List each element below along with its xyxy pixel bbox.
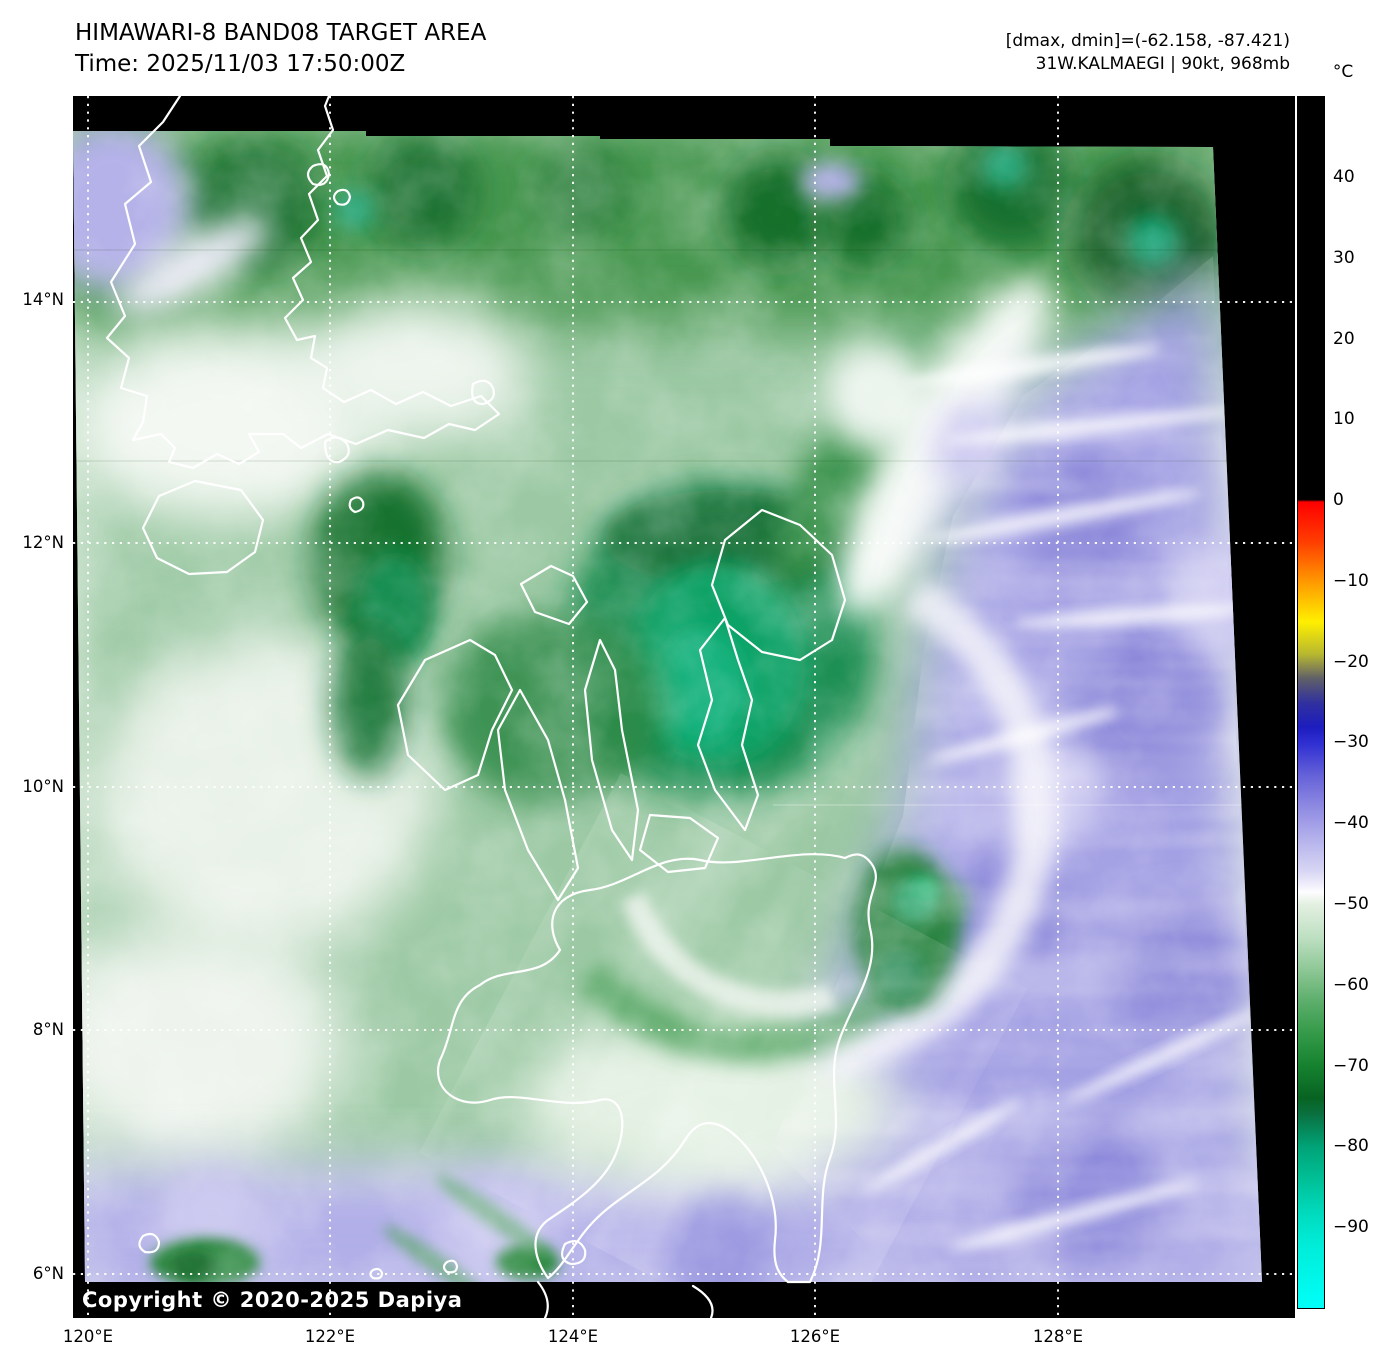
cb-tick-20: 20 — [1333, 329, 1355, 349]
cb-tick-m70: −70 — [1333, 1056, 1369, 1076]
lat-tick-8n: 8°N — [32, 1020, 64, 1039]
timestamp: Time: 2025/11/03 17:50:00Z — [75, 51, 406, 77]
cb-tick-30: 30 — [1333, 248, 1355, 268]
cb-tick-10: 10 — [1333, 409, 1355, 429]
satellite-imagery — [73, 96, 1295, 1318]
page-title: HIMAWARI-8 BAND08 TARGET AREA — [75, 20, 487, 46]
cb-tick-m60: −60 — [1333, 975, 1369, 995]
cb-tick-m90: −90 — [1333, 1217, 1369, 1237]
title-block: HIMAWARI-8 BAND08 TARGET AREA Time: 2025… — [75, 18, 486, 80]
annotation-block: [dmax, dmin]=(-62.158, -87.421) 31W.KALM… — [1006, 30, 1290, 76]
cb-tick-40: 40 — [1333, 167, 1355, 187]
temperature-colorbar — [1297, 96, 1325, 1309]
storm-label: 31W.KALMAEGI | 90kt, 968mb — [1035, 54, 1290, 74]
lat-tick-6n: 6°N — [32, 1264, 64, 1283]
lon-tick-128e: 128°E — [1032, 1327, 1084, 1346]
cb-tick-0: 0 — [1333, 490, 1344, 510]
lat-tick-12n: 12°N — [22, 533, 64, 552]
coastlines — [105, 96, 877, 1318]
swath-imagery — [73, 131, 1262, 1282]
lat-tick-14n: 14°N — [22, 290, 64, 309]
cb-tick-m30: −30 — [1333, 732, 1369, 752]
lon-tick-126e: 126°E — [789, 1327, 841, 1346]
cb-tick-m10: −10 — [1333, 571, 1369, 591]
cb-tick-m40: −40 — [1333, 813, 1369, 833]
copyright-watermark: Copyright © 2020-2025 Dapiya — [82, 1288, 463, 1312]
graticule-gridlines — [73, 96, 1295, 1318]
cb-tick-m80: −80 — [1333, 1136, 1369, 1156]
dmax-dmin-label: [dmax, dmin]=(-62.158, -87.421) — [1005, 31, 1290, 51]
lon-tick-120e: 120°E — [62, 1327, 114, 1346]
colorbar-unit-label: °C — [1332, 62, 1354, 82]
lat-tick-10n: 10°N — [22, 777, 64, 796]
cb-tick-m50: −50 — [1333, 894, 1369, 914]
map-axes: Copyright © 2020-2025 Dapiya — [73, 96, 1295, 1318]
lon-tick-122e: 122°E — [304, 1327, 356, 1346]
cb-tick-m20: −20 — [1333, 652, 1369, 672]
lon-tick-124e: 124°E — [547, 1327, 599, 1346]
